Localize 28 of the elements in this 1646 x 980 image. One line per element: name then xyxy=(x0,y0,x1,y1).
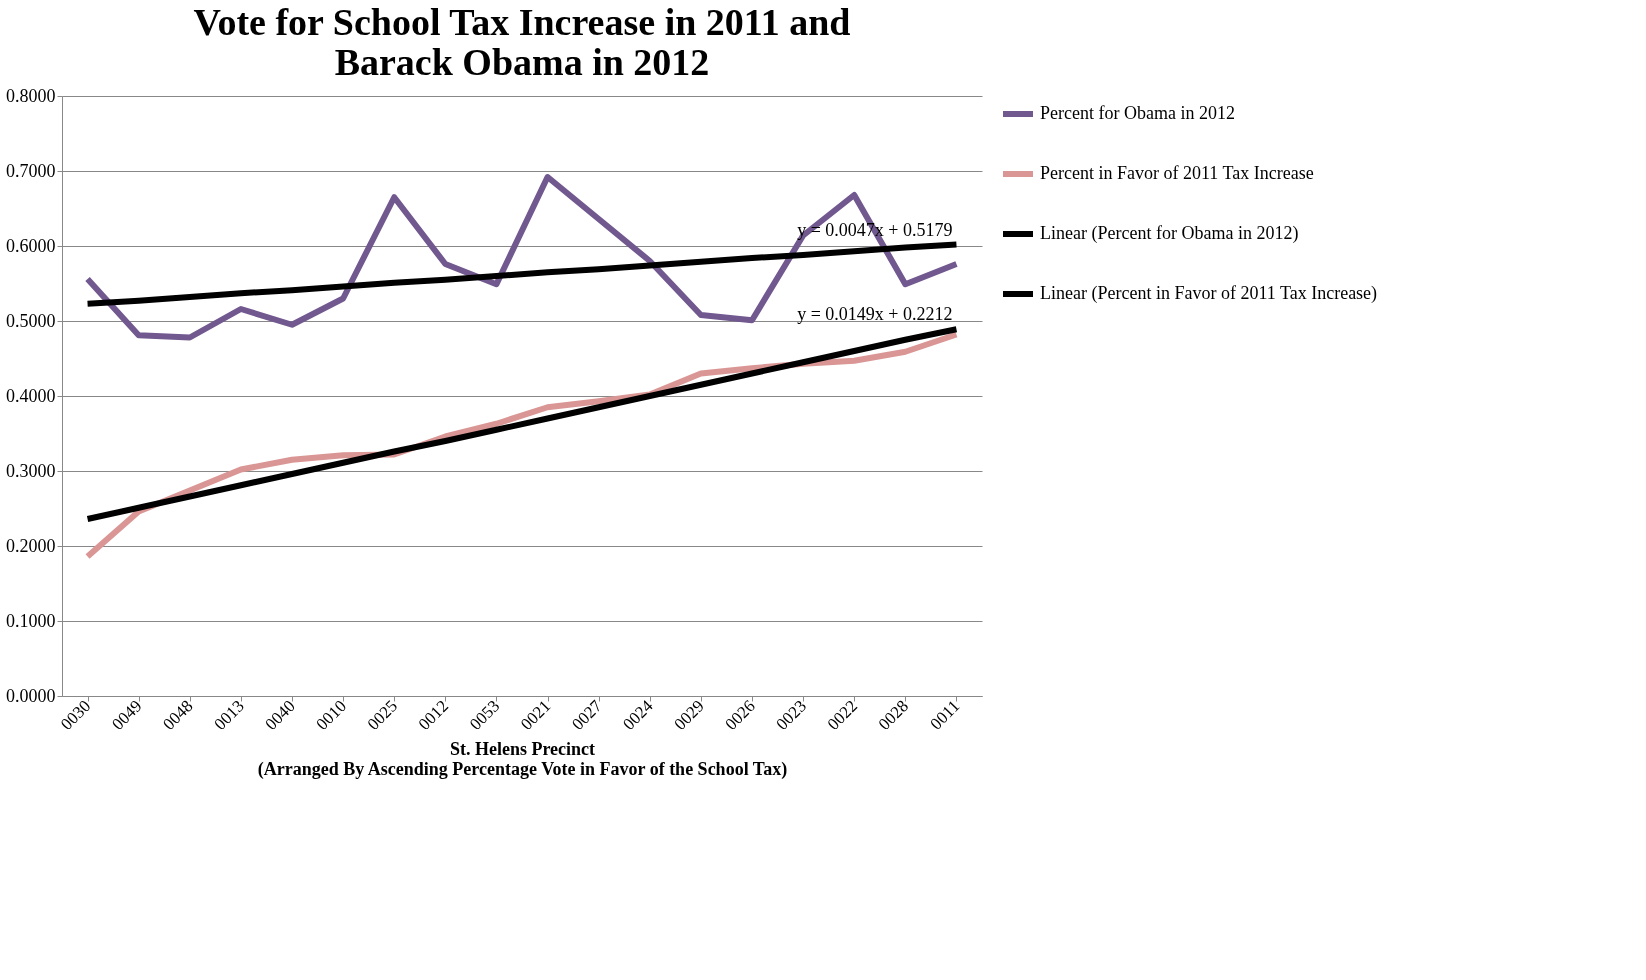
chart-title: Vote for School Tax Increase in 2011 and Barack Obama in 2012 xyxy=(193,1,851,83)
x-tick-label: 0010 xyxy=(312,696,350,734)
y-tick-label: 0.6000 xyxy=(6,235,56,256)
y-tick-label: 0.4000 xyxy=(6,385,56,406)
y-tick-label: 0.0000 xyxy=(6,685,56,706)
x-tick-label: 0011 xyxy=(926,696,964,734)
x-tick-label: 0013 xyxy=(210,696,248,734)
x-tick-label: 0049 xyxy=(108,696,146,734)
x-tick-label: 0022 xyxy=(823,696,862,734)
legend-label: Linear (Percent for Obama in 2012) xyxy=(1040,223,1299,244)
x-tick-label: 0021 xyxy=(516,696,555,734)
y-tick-label: 0.1000 xyxy=(6,610,56,631)
legend-label: Linear (Percent in Favor of 2011 Tax Increase) xyxy=(1040,283,1378,304)
x-tick-label: 0012 xyxy=(414,696,453,734)
y-tick-label: 0.5000 xyxy=(6,310,56,331)
y-tick-label: 0.3000 xyxy=(6,460,56,481)
y-tick-label: 0.2000 xyxy=(6,535,56,556)
y-tick-label: 0.7000 xyxy=(6,160,56,181)
x-tick-label: 0029 xyxy=(670,696,708,734)
x-tick-label: 0030 xyxy=(56,696,95,734)
y-tick-label: 0.8000 xyxy=(6,85,56,106)
x-axis-title: St. Helens Precinct (Arranged By Ascending Percentage Vote in Favor of the School Tax) xyxy=(257,739,788,781)
x-tick-label: 0053 xyxy=(465,696,504,734)
x-tick-label: 0040 xyxy=(261,696,299,734)
legend-label: Percent for Obama in 2012 xyxy=(1040,103,1235,123)
annotation: y = 0.0149x + 0.2212 xyxy=(797,304,953,325)
x-tick-label: 0023 xyxy=(772,696,810,734)
legend-label: Percent in Favor of 2011 Tax Increase xyxy=(1040,163,1314,183)
